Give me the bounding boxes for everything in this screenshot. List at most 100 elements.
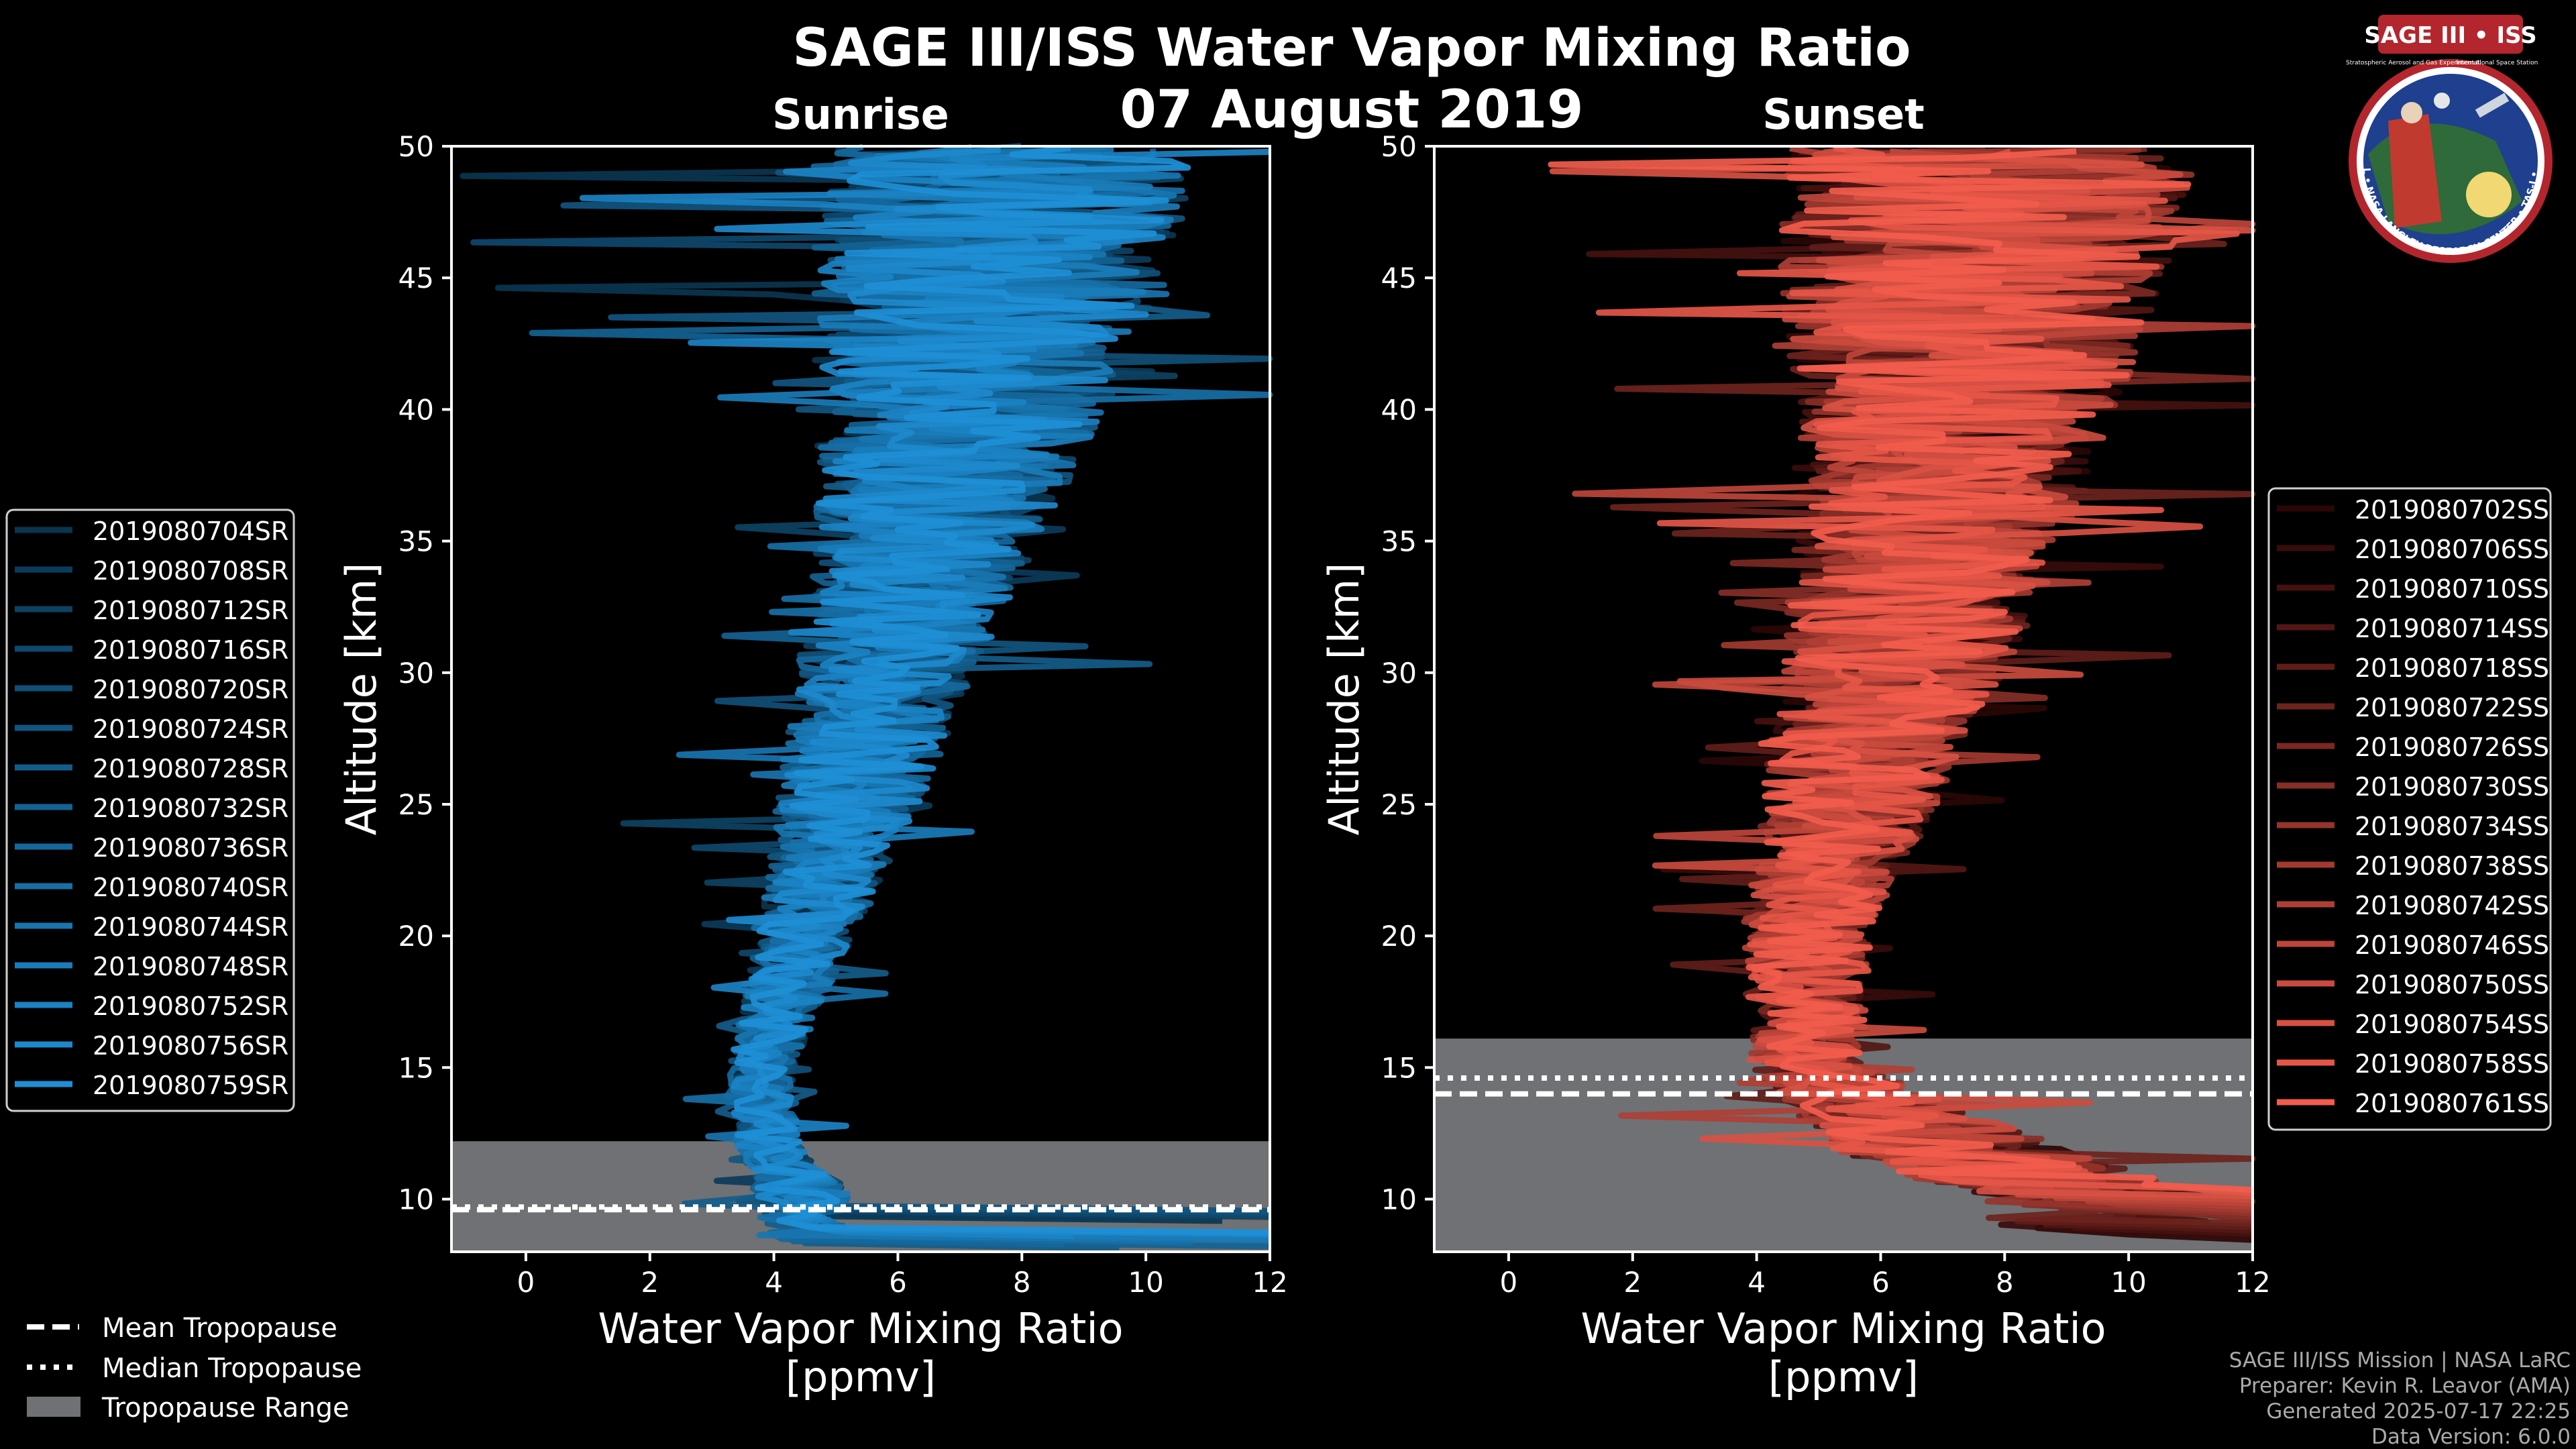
y-tick-label: 40 bbox=[1381, 393, 1417, 426]
y-tick-label: 30 bbox=[398, 657, 434, 690]
profile-line-2019080756SR bbox=[714, 146, 1271, 1238]
legend-label-2019080736SR: 2019080736SR bbox=[93, 833, 288, 863]
legend-label-2019080752SR: 2019080752SR bbox=[93, 991, 288, 1021]
y-tick-label: 20 bbox=[398, 920, 434, 953]
footer-credits: SAGE III/ISS Mission | NASA LaRC Prepare… bbox=[2229, 1348, 2571, 1449]
sunset-legend: 2019080702SS 2019080706SS 2019080710SS 2019… bbox=[2267, 487, 2552, 1131]
legend-label-2019080759SR: 2019080759SR bbox=[93, 1071, 288, 1100]
footer-line-generated: Generated 2025-07-17 22:25 bbox=[2266, 1399, 2571, 1424]
y-tick-label: 45 bbox=[1381, 262, 1417, 294]
profile-line-2019080761SS bbox=[1548, 148, 2253, 1193]
profile-line-2019080752SR bbox=[579, 148, 1271, 1240]
legend-label-2019080706SS: 2019080706SS bbox=[2355, 535, 2549, 564]
mean-tropopause-label: Mean Tropopause bbox=[102, 1313, 337, 1344]
x-tick-label: 4 bbox=[765, 1266, 783, 1299]
sunset-legend-entries: 2019080702SS 2019080706SS 2019080710SS 2019… bbox=[2277, 495, 2549, 1118]
legend-label-2019080716SR: 2019080716SR bbox=[93, 635, 288, 665]
x-tick-label: 8 bbox=[1996, 1266, 2014, 1299]
legend-label-2019080720SR: 2019080720SR bbox=[93, 675, 288, 704]
sunrise-ylabel: Altitude [km] bbox=[337, 563, 386, 836]
logo-sub-left: Stratospheric Aerosol and Gas Experiment… bbox=[2346, 60, 2481, 66]
sunset-legend-box bbox=[2267, 487, 2552, 1131]
legend-label-2019080738SS: 2019080738SS bbox=[2355, 851, 2549, 881]
legend-label-2019080704SR: 2019080704SR bbox=[93, 517, 288, 546]
legend-label-2019080748SR: 2019080748SR bbox=[93, 952, 288, 981]
legend-label-2019080714SS: 2019080714SS bbox=[2355, 614, 2549, 643]
legend-label-2019080718SS: 2019080718SS bbox=[2355, 653, 2549, 683]
sunrise-legend: 2019080704SR 2019080708SR 2019080712SR 2019… bbox=[5, 508, 295, 1112]
legend-label-2019080740SR: 2019080740SR bbox=[93, 873, 288, 902]
y-tick-label: 50 bbox=[1381, 130, 1417, 163]
sunrise-tropopause-marks bbox=[451, 1204, 1270, 1213]
sunset-tropopause-marks bbox=[1434, 1075, 2253, 1097]
sunrise-panel: 0 2 4 6 8 10 12 10 15 20 25 30 35 40 45 50 Water Vapor … bbox=[337, 130, 1288, 1401]
y-tick-label: 20 bbox=[1381, 920, 1417, 953]
logo-moon-icon bbox=[2434, 93, 2450, 109]
logo-figure-icon bbox=[2388, 114, 2442, 228]
y-tick-label: 50 bbox=[398, 130, 434, 163]
x-tick-label: 10 bbox=[1128, 1266, 1163, 1299]
legend-label-2019080708SR: 2019080708SR bbox=[93, 556, 288, 586]
footer-line-mission: SAGE III/ISS Mission | NASA LaRC bbox=[2229, 1348, 2571, 1373]
y-tick-label: 25 bbox=[1381, 788, 1417, 821]
sunset-xlabel-line2: [ppmv] bbox=[1768, 1352, 1919, 1401]
legend-label-2019080734SS: 2019080734SS bbox=[2355, 812, 2549, 841]
sunrise-axes-frame bbox=[450, 145, 1271, 1253]
logo-banner bbox=[2378, 15, 2523, 54]
x-tick-label: 0 bbox=[1500, 1266, 1518, 1299]
sunset-profiles bbox=[1548, 145, 2256, 1243]
logo-top-text: SAGE III • ISS bbox=[2364, 22, 2536, 49]
figure-date: 07 August 2019 bbox=[1120, 80, 1584, 140]
x-tick-label: 12 bbox=[1252, 1266, 1287, 1299]
legend-label-2019080761SS: 2019080761SS bbox=[2355, 1089, 2549, 1118]
logo-station-icon bbox=[2475, 93, 2510, 118]
x-tick-label: 6 bbox=[1872, 1266, 1890, 1299]
legend-label-2019080746SS: 2019080746SS bbox=[2355, 930, 2549, 960]
footer-line-preparer: Preparer: Kevin R. Leavor (AMA) bbox=[2239, 1374, 2571, 1398]
logo-figure-head-icon bbox=[2401, 102, 2422, 123]
tropopause-range-swatch bbox=[27, 1397, 80, 1417]
tropopause-range-label: Tropopause Range bbox=[101, 1393, 350, 1424]
logo-sun-icon bbox=[2466, 172, 2512, 217]
tropopause-legend: Mean Tropopause Median Tropopause Tropop… bbox=[27, 1313, 362, 1424]
sunrise-profiles bbox=[460, 143, 1273, 1252]
sunrise-xlabel-line2: [ppmv] bbox=[786, 1352, 936, 1401]
sunset-panel: 0 2 4 6 8 10 12 10 15 20 25 30 35 40 45 50 Water Vapor … bbox=[1320, 130, 2271, 1401]
x-tick-label: 6 bbox=[889, 1266, 907, 1299]
x-tick-label: 8 bbox=[1013, 1266, 1031, 1299]
legend-label-2019080724SR: 2019080724SR bbox=[93, 714, 288, 744]
sunrise-legend-entries: 2019080704SR 2019080708SR 2019080712SR 2019… bbox=[15, 517, 288, 1100]
sunrise-ticks: 0 2 4 6 8 10 12 10 15 20 25 30 35 40 45 50 bbox=[398, 130, 1288, 1299]
profile-line-2019080758SS bbox=[1595, 145, 2253, 1197]
legend-label-2019080712SR: 2019080712SR bbox=[93, 596, 288, 625]
legend-label-2019080726SS: 2019080726SS bbox=[2355, 733, 2549, 762]
legend-label-2019080710SS: 2019080710SS bbox=[2355, 574, 2549, 604]
sunset-panel-title: Sunset bbox=[1762, 90, 1925, 139]
sunset-xlabel-line1: Water Vapor Mixing Ratio bbox=[1580, 1304, 2106, 1353]
legend-label-2019080722SS: 2019080722SS bbox=[2355, 693, 2549, 722]
legend-label-2019080744SR: 2019080744SR bbox=[93, 912, 288, 942]
x-tick-label: 12 bbox=[2235, 1266, 2270, 1299]
legend-label-2019080732SR: 2019080732SR bbox=[93, 794, 288, 823]
y-tick-label: 30 bbox=[1381, 657, 1417, 690]
y-tick-label: 40 bbox=[398, 393, 434, 426]
figure-title: SAGE III/ISS Water Vapor Mixing Ratio bbox=[792, 18, 1911, 78]
sunrise-legend-box bbox=[5, 508, 295, 1112]
x-tick-label: 2 bbox=[641, 1266, 659, 1299]
x-tick-label: 2 bbox=[1623, 1266, 1642, 1299]
y-tick-label: 15 bbox=[398, 1051, 434, 1084]
sunrise-xlabel-line1: Water Vapor Mixing Ratio bbox=[598, 1304, 1123, 1353]
legend-label-2019080730SS: 2019080730SS bbox=[2355, 772, 2549, 802]
legend-label-2019080702SS: 2019080702SS bbox=[2355, 495, 2549, 525]
y-tick-label: 35 bbox=[398, 525, 434, 558]
y-tick-label: 45 bbox=[398, 262, 434, 294]
sunset-ylabel: Altitude [km] bbox=[1320, 563, 1368, 836]
footer-line-version: Data Version: 6.0.0 bbox=[2371, 1425, 2571, 1449]
sunrise-panel-title: Sunrise bbox=[772, 90, 949, 139]
sunset-axes-frame bbox=[1433, 145, 2254, 1253]
legend-label-2019080756SR: 2019080756SR bbox=[93, 1031, 288, 1061]
legend-label-2019080728SR: 2019080728SR bbox=[93, 754, 288, 784]
x-tick-label: 10 bbox=[2110, 1266, 2146, 1299]
logo-sub-right: International Space Station bbox=[2456, 60, 2538, 66]
